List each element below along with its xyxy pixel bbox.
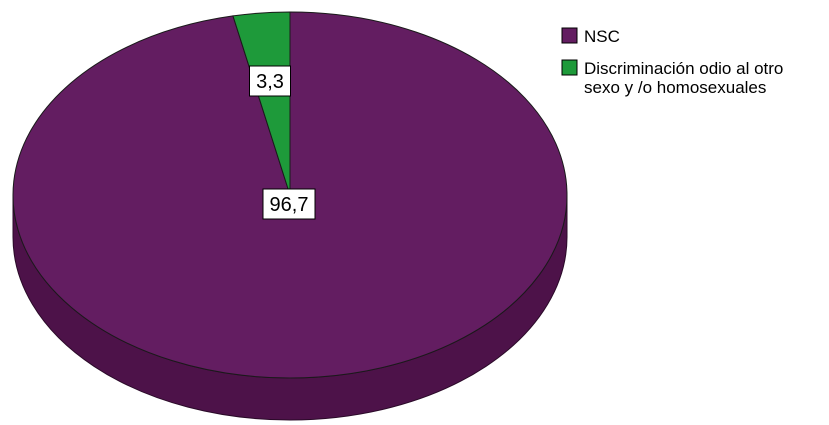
svg-text:3,3: 3,3 xyxy=(256,71,284,93)
legend-swatch-nsc xyxy=(561,27,578,44)
data-label-discriminacion: 3,3 xyxy=(249,65,291,97)
legend-label-nsc: NSC xyxy=(584,27,620,46)
legend-swatch-discriminacion xyxy=(561,59,578,76)
svg-text:96,7: 96,7 xyxy=(270,194,309,216)
pie-slice-discriminacion xyxy=(232,11,291,196)
legend: NSC Discriminación odio al otro sexo y /… xyxy=(561,27,783,97)
legend-label-discriminacion-line1: Discriminación odio al otro xyxy=(584,59,783,78)
data-label-nsc: 96,7 xyxy=(262,188,316,220)
legend-label-discriminacion-line2: sexo y /o homosexuales xyxy=(584,78,766,97)
data-labels: 96,7 3,3 xyxy=(249,65,316,220)
